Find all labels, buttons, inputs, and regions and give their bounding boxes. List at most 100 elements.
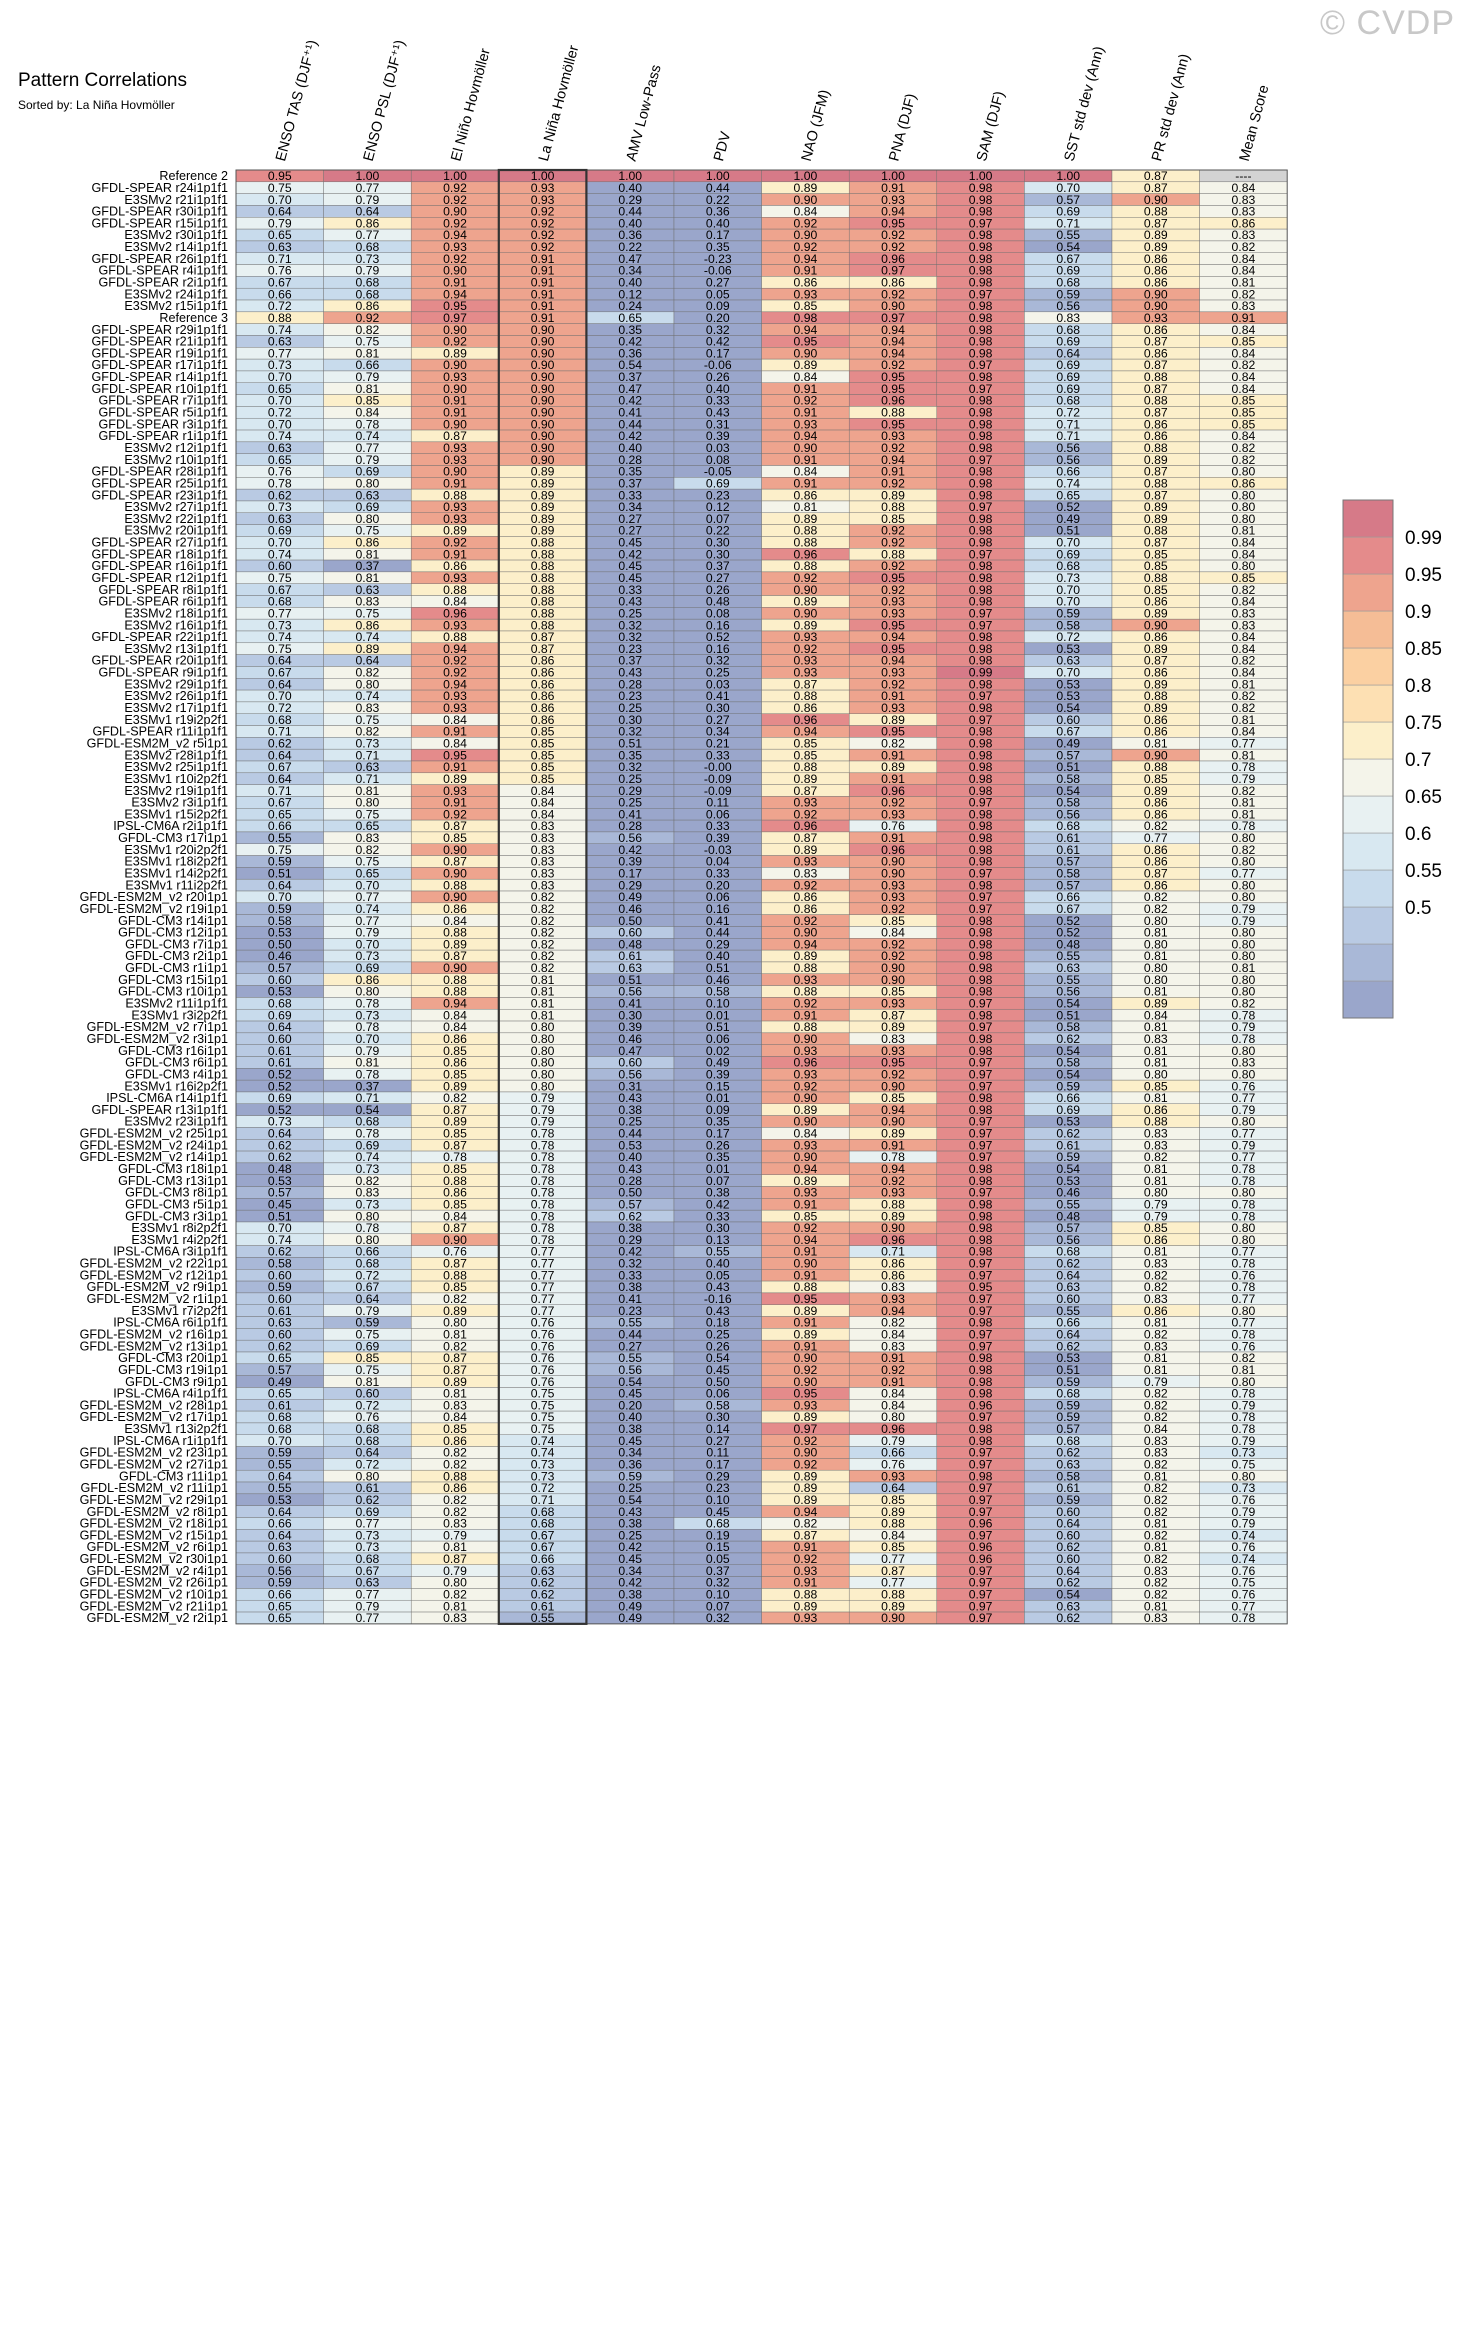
cell-value: 0.52 bbox=[268, 1079, 292, 1093]
cell-value: 0.90 bbox=[794, 1150, 818, 1164]
cell-value: 0.58 bbox=[1056, 1020, 1080, 1034]
cell-value: 0.93 bbox=[794, 1067, 818, 1081]
chart-subtitle: Sorted by: La Niña Hovmöller bbox=[18, 98, 175, 112]
cell-value: 0.80 bbox=[1232, 1067, 1256, 1081]
cell-value: 0.91 bbox=[531, 311, 555, 325]
cell-value: 0.92 bbox=[794, 807, 818, 821]
cell-value: 0.87 bbox=[881, 1008, 905, 1022]
cell-value: 0.49 bbox=[1056, 736, 1080, 750]
row-label: E3SMv2 r17i1p1f1 bbox=[124, 701, 228, 715]
cell-value: 0.86 bbox=[794, 701, 818, 715]
cell-value: 0.80 bbox=[1232, 985, 1256, 999]
colorbar-tick: 0.95 bbox=[1405, 565, 1442, 586]
row-label: GFDL-SPEAR r17i1p1f1 bbox=[92, 358, 229, 372]
cell-value: 0.91 bbox=[531, 252, 555, 266]
cell-value: 0.98 bbox=[969, 299, 993, 313]
cell-value: 0.54 bbox=[1056, 784, 1080, 798]
cell-value: 0.93 bbox=[881, 807, 905, 821]
cell-value: 0.98 bbox=[969, 524, 993, 538]
cell-value: 0.82 bbox=[1232, 654, 1256, 668]
cell-value: 0.85 bbox=[794, 299, 818, 313]
cell-value: 0.81 bbox=[1144, 1020, 1168, 1034]
cell-value: 0.89 bbox=[794, 1103, 818, 1117]
cell-value: 0.93 bbox=[443, 571, 467, 585]
row-label: E3SMv2 r23i1p1f1 bbox=[124, 1115, 228, 1129]
cell-value: 0.82 bbox=[531, 937, 555, 951]
cell-value: 0.95 bbox=[443, 299, 467, 313]
column-header: La Niña Hovmöller bbox=[536, 44, 582, 164]
cell-value: 0.80 bbox=[1232, 855, 1256, 869]
cell-value: 0.91 bbox=[531, 287, 555, 301]
cell-value: 0.72 bbox=[268, 299, 292, 313]
colorbar-bin bbox=[1342, 610, 1394, 649]
cell-value: 0.93 bbox=[443, 240, 467, 254]
cell-value: 0.94 bbox=[794, 429, 818, 443]
cell-value: 0.56 bbox=[1056, 453, 1080, 467]
row-label: E3SMv2 r22i1p1f1 bbox=[124, 512, 228, 526]
cell-value: 0.78 bbox=[531, 1209, 555, 1223]
row-label: E3SMv1 r8i2p2f1 bbox=[131, 1221, 228, 1235]
cell-value: 0.88 bbox=[531, 547, 555, 561]
cell-value: 0.89 bbox=[1144, 997, 1168, 1011]
column-header: NAO (JFM) bbox=[799, 88, 833, 163]
cell-value: 0.52 bbox=[268, 1103, 292, 1117]
cell-value: 0.69 bbox=[356, 465, 380, 479]
cell-value: 0.61 bbox=[618, 949, 642, 963]
cell-value: 0.68 bbox=[1056, 275, 1080, 289]
cell-value: 0.80 bbox=[1144, 937, 1168, 951]
cell-value: 0.98 bbox=[969, 429, 993, 443]
cell-value: 0.88 bbox=[443, 1174, 467, 1188]
cell-value: 0.88 bbox=[1144, 524, 1168, 538]
cell-value: 0.81 bbox=[1144, 1162, 1168, 1176]
cell-value: 0.90 bbox=[881, 866, 905, 880]
cell-value: 0.90 bbox=[443, 323, 467, 337]
cell-value: 0.92 bbox=[443, 536, 467, 550]
cell-value: 0.88 bbox=[881, 1197, 905, 1211]
cell-value: 0.89 bbox=[794, 512, 818, 526]
cell-value: 0.74 bbox=[356, 630, 380, 644]
cell-value: 0.98 bbox=[969, 1044, 993, 1058]
cell-value: 0.87 bbox=[443, 949, 467, 963]
cell-value: 0.90 bbox=[881, 1079, 905, 1093]
row-label: GFDL-SPEAR r3i1p1f1 bbox=[99, 417, 229, 431]
cell-value: 0.98 bbox=[969, 985, 993, 999]
row-label: E3SMv1 r18i2p2f1 bbox=[124, 855, 228, 869]
cell-value: 0.97 bbox=[969, 500, 993, 514]
column-header: PDV bbox=[711, 130, 734, 163]
cell-value: 0.57 bbox=[1056, 855, 1080, 869]
cell-value: 0.82 bbox=[356, 1174, 380, 1188]
cell-value: 0.64 bbox=[268, 772, 292, 786]
cell-value: 0.56 bbox=[1056, 807, 1080, 821]
cell-value: 0.61 bbox=[1056, 843, 1080, 857]
cell-value: 0.83 bbox=[1232, 228, 1256, 242]
cell-value: 0.80 bbox=[356, 1209, 380, 1223]
cell-value: 0.64 bbox=[356, 654, 380, 668]
cell-value: 0.78 bbox=[1232, 1611, 1256, 1625]
cell-value: 0.34 bbox=[706, 725, 730, 739]
cell-value: 0.33 bbox=[706, 819, 730, 833]
cell-value: 0.80 bbox=[531, 1067, 555, 1081]
cell-value: 0.93 bbox=[443, 701, 467, 715]
cell-value: 0.86 bbox=[1144, 595, 1168, 609]
cell-value: 0.57 bbox=[618, 1197, 642, 1211]
row-label: E3SMv2 r28i1p1f1 bbox=[124, 748, 228, 762]
row-label: GFDL-CM3 r6i1p1 bbox=[125, 1056, 228, 1070]
cell-value: 0.84 bbox=[1232, 725, 1256, 739]
cell-value: 0.88 bbox=[443, 926, 467, 940]
cell-value: 0.56 bbox=[618, 985, 642, 999]
cell-value: 0.91 bbox=[443, 547, 467, 561]
cell-value: 0.15 bbox=[706, 1079, 730, 1093]
cell-value: 0.89 bbox=[1144, 500, 1168, 514]
cell-value: 0.86 bbox=[531, 666, 555, 680]
cell-value: 0.90 bbox=[1144, 618, 1168, 632]
cell-value: 0.81 bbox=[531, 985, 555, 999]
cell-value: 0.80 bbox=[1144, 973, 1168, 987]
cell-value: 0.22 bbox=[618, 240, 642, 254]
cell-value: 0.88 bbox=[268, 311, 292, 325]
cell-value: 0.98 bbox=[969, 193, 993, 207]
row-label: GFDL-CM3 r9i1p1 bbox=[125, 1375, 228, 1389]
cell-value: 0.81 bbox=[1232, 713, 1256, 727]
cell-value: 0.89 bbox=[443, 1115, 467, 1129]
cell-value: 0.50 bbox=[268, 937, 292, 951]
row-label: GFDL-ESM2M_v2 r14i1p1 bbox=[80, 1150, 228, 1164]
